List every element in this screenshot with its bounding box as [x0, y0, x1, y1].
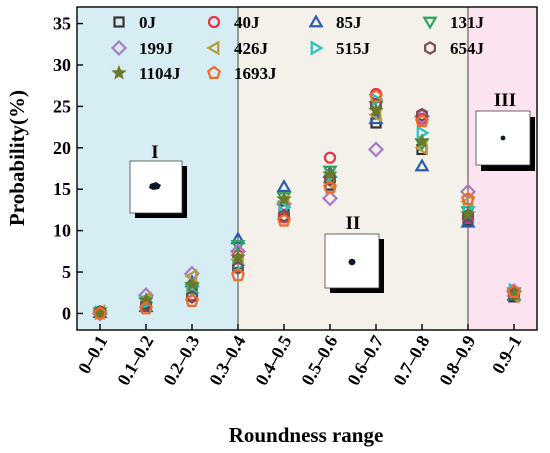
- point-1693J-7: [414, 113, 430, 128]
- legend-marker-654J: [424, 41, 436, 55]
- inset-region-III: [475, 110, 535, 171]
- point-1104J-4: [276, 191, 292, 206]
- legend-marker-199J: [110, 39, 128, 57]
- legend-marker-0J: [113, 16, 125, 28]
- x-tick-label: 0.1–0.2: [113, 332, 157, 389]
- y-tick-label: 30: [53, 55, 71, 75]
- x-tick-label: 0.2–0.3: [159, 332, 203, 389]
- plot-frame: [76, 6, 538, 331]
- point-1104J-8: [460, 205, 476, 221]
- circular-particle-icon: [500, 135, 506, 141]
- point-40J-5: [323, 151, 337, 164]
- x-tick-label: 0.9–1: [488, 332, 526, 377]
- legend-marker-40J: [207, 15, 221, 29]
- legend-label-0J: 0J: [139, 13, 157, 32]
- legend-label-40J: 40J: [234, 13, 260, 32]
- point-1693J-5: [322, 180, 338, 194]
- data-points: [91, 87, 523, 322]
- y-tick-label: 10: [53, 221, 71, 241]
- legend-marker-131J: [422, 16, 438, 30]
- point-1693J-8: [460, 191, 476, 206]
- point-654J-2: [186, 289, 198, 304]
- point-85J-6: [368, 111, 384, 125]
- point-199J-5: [321, 190, 339, 207]
- round-particle-icon: [348, 258, 356, 266]
- region-label-II: II: [346, 213, 361, 234]
- legend-label-1104J: 1104J: [139, 64, 181, 83]
- legend-label-426J: 426J: [234, 39, 269, 58]
- regions: [77, 7, 537, 330]
- point-1104J-2: [184, 276, 200, 292]
- legend-label-515J: 515J: [336, 39, 371, 58]
- point-1104J-6: [368, 102, 384, 118]
- point-1693J-2: [184, 293, 200, 307]
- y-tick-label: 5: [62, 262, 71, 282]
- point-85J-3: [230, 231, 246, 245]
- region-label-I: I: [151, 142, 158, 163]
- legend-label-131J: 131J: [450, 13, 485, 32]
- y-tick-label: 25: [53, 96, 71, 116]
- y-tick-label: 0: [62, 303, 71, 323]
- point-1693J-9: [506, 284, 522, 298]
- point-654J-3: [232, 261, 244, 275]
- legend-marker-1693J: [206, 65, 222, 79]
- point-1104J-5: [322, 166, 338, 181]
- point-85J-4: [276, 179, 292, 193]
- x-tick-label: 0.6–0.7: [343, 332, 387, 389]
- legend-marker-426J: [206, 40, 220, 56]
- x-tick-label: 0.7–0.8: [389, 332, 433, 389]
- legend-label-85J: 85J: [336, 13, 362, 32]
- irregular-particle-icon: [149, 182, 161, 190]
- y-axis-title: Probability(%): [5, 90, 29, 226]
- inset-region-I: [129, 160, 187, 218]
- inset-region-II: [324, 233, 384, 293]
- point-654J-7: [416, 107, 428, 122]
- point-1104J-3: [230, 249, 246, 264]
- x-tick-label: 0.8–0.9: [435, 332, 479, 389]
- y-tick-label: 15: [53, 179, 71, 199]
- point-1693J-3: [230, 267, 246, 282]
- point-1693J-6: [368, 89, 384, 103]
- y-tick-label: 20: [53, 138, 71, 158]
- point-654J-4: [278, 208, 290, 223]
- point-654J-5: [324, 172, 336, 187]
- point-1104J-7: [414, 133, 430, 148]
- legend-label-1693J: 1693J: [234, 64, 277, 83]
- x-tick-label: 0.3–0.4: [205, 332, 249, 389]
- legend-label-199J: 199J: [139, 39, 174, 58]
- legend-label-654J: 654J: [450, 39, 485, 58]
- point-654J-1: [140, 298, 152, 313]
- point-199J-6: [367, 141, 385, 158]
- legend-marker-515J: [310, 40, 324, 56]
- point-85J-7: [414, 158, 430, 172]
- legend-marker-1104J: [111, 64, 127, 80]
- legend-marker-85J: [308, 14, 324, 28]
- point-1693J-4: [276, 213, 292, 227]
- particle-insets: [129, 110, 535, 293]
- point-1693J-0: [92, 306, 108, 320]
- x-tick-label: 0.5–0.6: [297, 332, 341, 389]
- point-85J-8: [460, 214, 476, 228]
- x-axis-title: Roundness range: [229, 423, 384, 447]
- y-tick-label: 35: [53, 14, 71, 34]
- legend: 0J 40J 85J 131J 199J 426J 515J 654J 1104J 1693J: [110, 13, 485, 83]
- x-tick-label: 0–0.1: [74, 332, 112, 377]
- region-label-III: III: [494, 90, 516, 111]
- point-1693J-1: [138, 301, 154, 315]
- x-tick-label: 0.4–0.5: [251, 332, 295, 389]
